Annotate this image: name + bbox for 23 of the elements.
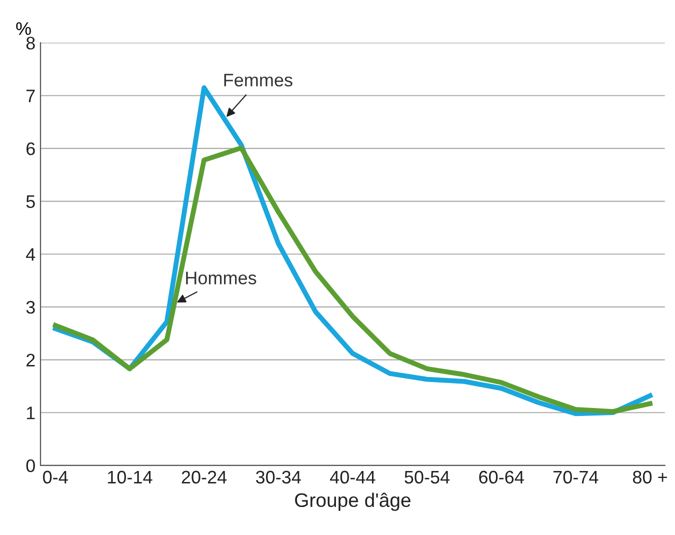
x-axis-title: Groupe d'âge bbox=[295, 492, 410, 511]
y-tick-label: 0 bbox=[26, 459, 35, 472]
y-tick-label: 3 bbox=[26, 300, 35, 314]
y-axis-title: % bbox=[16, 22, 31, 35]
x-tick-label: 70-74 bbox=[554, 470, 598, 484]
x-tick-label: 20-24 bbox=[182, 470, 227, 484]
x-tick-label: 50-54 bbox=[404, 470, 450, 484]
x-tick-label: 80 + bbox=[632, 470, 667, 484]
series-label: Femmes bbox=[224, 74, 292, 86]
x-tick-label: 10-14 bbox=[108, 470, 152, 484]
y-tick-label: 6 bbox=[26, 142, 35, 156]
y-tick-label: 1 bbox=[26, 406, 35, 420]
y-tick-label: 5 bbox=[26, 195, 35, 208]
y-tick-label: 4 bbox=[26, 248, 36, 261]
x-tick-label: 30-34 bbox=[256, 470, 301, 484]
y-tick-label: 8 bbox=[26, 36, 35, 50]
y-tick-label: 2 bbox=[26, 354, 35, 366]
x-tick-label: 0-4 bbox=[43, 470, 68, 484]
x-tick-label: 40-44 bbox=[330, 470, 376, 484]
series-label: Hommes bbox=[186, 272, 256, 284]
y-tick-label: 7 bbox=[26, 90, 35, 102]
line-series bbox=[52, 146, 652, 414]
x-tick-label: 60-64 bbox=[479, 470, 524, 484]
